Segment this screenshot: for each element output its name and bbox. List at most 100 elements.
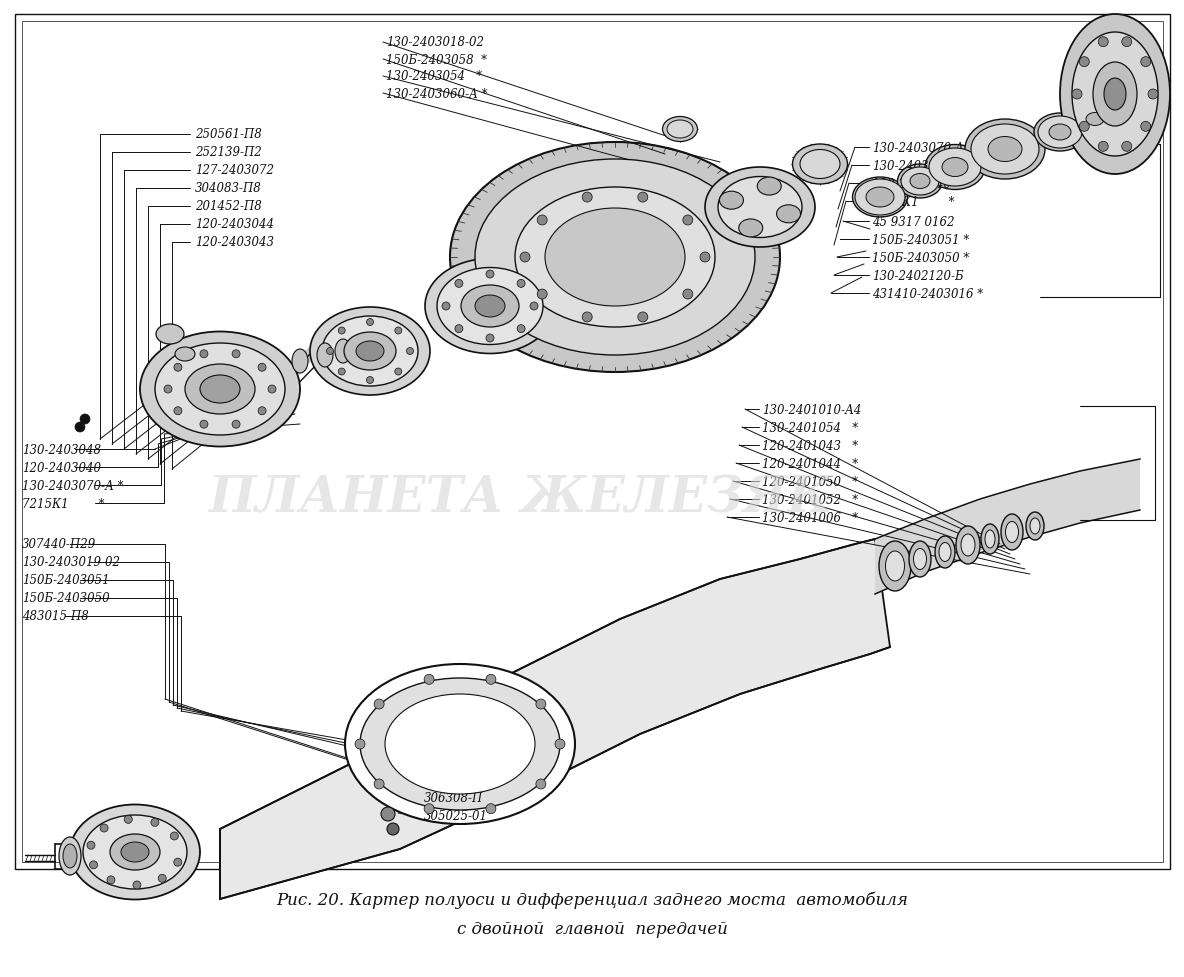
Ellipse shape	[718, 177, 802, 238]
Text: 120-2401050   *: 120-2401050 *	[762, 475, 858, 488]
Circle shape	[517, 325, 526, 333]
Text: 7215К1        *: 7215К1 *	[871, 195, 954, 208]
Text: 120-2403040: 120-2403040	[22, 461, 101, 474]
Ellipse shape	[310, 308, 430, 396]
Ellipse shape	[914, 549, 927, 570]
Ellipse shape	[901, 168, 939, 195]
Ellipse shape	[939, 543, 951, 562]
Ellipse shape	[1049, 125, 1072, 141]
Text: 201452-П8: 201452-П8	[195, 200, 262, 213]
Ellipse shape	[1027, 513, 1044, 540]
Circle shape	[455, 280, 463, 288]
Circle shape	[159, 874, 166, 882]
Ellipse shape	[545, 209, 686, 307]
Text: 252139-П2: 252139-П2	[195, 147, 262, 159]
Circle shape	[424, 804, 435, 814]
Text: 130-2403018-02: 130-2403018-02	[386, 36, 484, 50]
Ellipse shape	[982, 525, 999, 554]
Ellipse shape	[1005, 522, 1018, 543]
Ellipse shape	[758, 178, 781, 195]
Text: 306308-П: 306308-П	[424, 790, 483, 804]
Text: 250561-П8: 250561-П8	[195, 128, 262, 142]
Circle shape	[394, 368, 401, 375]
Ellipse shape	[935, 536, 955, 569]
Circle shape	[583, 192, 592, 203]
Ellipse shape	[475, 160, 755, 356]
Circle shape	[232, 351, 240, 359]
Ellipse shape	[1038, 117, 1082, 149]
Circle shape	[90, 861, 97, 869]
Text: 120-2401043   *: 120-2401043 *	[762, 439, 858, 452]
Circle shape	[530, 303, 538, 311]
Circle shape	[133, 881, 141, 889]
Ellipse shape	[70, 805, 200, 900]
Text: 305025-01: 305025-01	[424, 809, 488, 822]
Text: 120-2401044   *: 120-2401044 *	[762, 457, 858, 470]
Ellipse shape	[1086, 113, 1103, 126]
Ellipse shape	[965, 120, 1045, 180]
Text: 127-2403072: 127-2403072	[195, 164, 274, 177]
Polygon shape	[875, 459, 1140, 594]
Text: 130-2402120-Б: 130-2402120-Б	[871, 270, 964, 282]
Circle shape	[374, 700, 384, 709]
Circle shape	[174, 859, 182, 867]
Text: 130-2401054   *: 130-2401054 *	[762, 421, 858, 434]
Circle shape	[583, 313, 592, 322]
Ellipse shape	[63, 844, 77, 869]
Ellipse shape	[1072, 33, 1158, 157]
Circle shape	[174, 363, 182, 372]
Circle shape	[406, 348, 413, 355]
Text: 7215К1        *: 7215К1 *	[22, 497, 104, 510]
Text: 120-2403040 *: 120-2403040 *	[871, 177, 960, 191]
Circle shape	[367, 377, 373, 384]
Text: 130-2403048: 130-2403048	[871, 159, 951, 172]
Text: 150Б-2403051 *: 150Б-2403051 *	[871, 234, 970, 246]
Circle shape	[1072, 90, 1082, 100]
Circle shape	[1099, 143, 1108, 152]
Circle shape	[75, 423, 85, 433]
Ellipse shape	[739, 220, 762, 237]
Ellipse shape	[322, 317, 418, 387]
Ellipse shape	[985, 531, 995, 548]
Ellipse shape	[792, 145, 848, 185]
Circle shape	[485, 271, 494, 278]
Circle shape	[455, 325, 463, 333]
Ellipse shape	[200, 375, 240, 404]
Text: 304083-П8: 304083-П8	[195, 183, 262, 195]
Circle shape	[683, 216, 693, 226]
Ellipse shape	[852, 178, 907, 218]
Ellipse shape	[1077, 106, 1113, 133]
Ellipse shape	[1034, 114, 1086, 151]
Circle shape	[339, 327, 346, 335]
Text: 150Б-2403051: 150Б-2403051	[22, 573, 110, 587]
Circle shape	[258, 363, 266, 372]
Text: 150Б-2403050: 150Б-2403050	[22, 592, 110, 605]
Circle shape	[1140, 58, 1151, 67]
Circle shape	[200, 351, 208, 359]
Ellipse shape	[800, 150, 839, 180]
Circle shape	[367, 319, 373, 326]
Ellipse shape	[121, 842, 149, 862]
Ellipse shape	[475, 296, 506, 318]
Ellipse shape	[425, 259, 555, 354]
Bar	[22, 21, 1163, 862]
Circle shape	[355, 740, 365, 749]
Ellipse shape	[110, 834, 160, 871]
Bar	[15, 15, 1170, 870]
Ellipse shape	[855, 180, 905, 216]
Ellipse shape	[961, 534, 974, 557]
Ellipse shape	[437, 269, 543, 345]
Text: 130-2403070-А *: 130-2403070-А *	[22, 479, 123, 492]
Circle shape	[258, 407, 266, 415]
Text: Рис. 20. Картер полуоси и дифференциал заднего моста  автомобиля: Рис. 20. Картер полуоси и дифференциал з…	[276, 890, 908, 908]
Circle shape	[381, 807, 395, 821]
Ellipse shape	[971, 125, 1040, 175]
Circle shape	[485, 804, 496, 814]
Ellipse shape	[910, 174, 929, 190]
Ellipse shape	[925, 146, 985, 191]
Ellipse shape	[704, 168, 815, 248]
Ellipse shape	[720, 192, 744, 210]
Circle shape	[165, 386, 172, 394]
Ellipse shape	[1000, 515, 1023, 550]
Circle shape	[81, 414, 90, 425]
